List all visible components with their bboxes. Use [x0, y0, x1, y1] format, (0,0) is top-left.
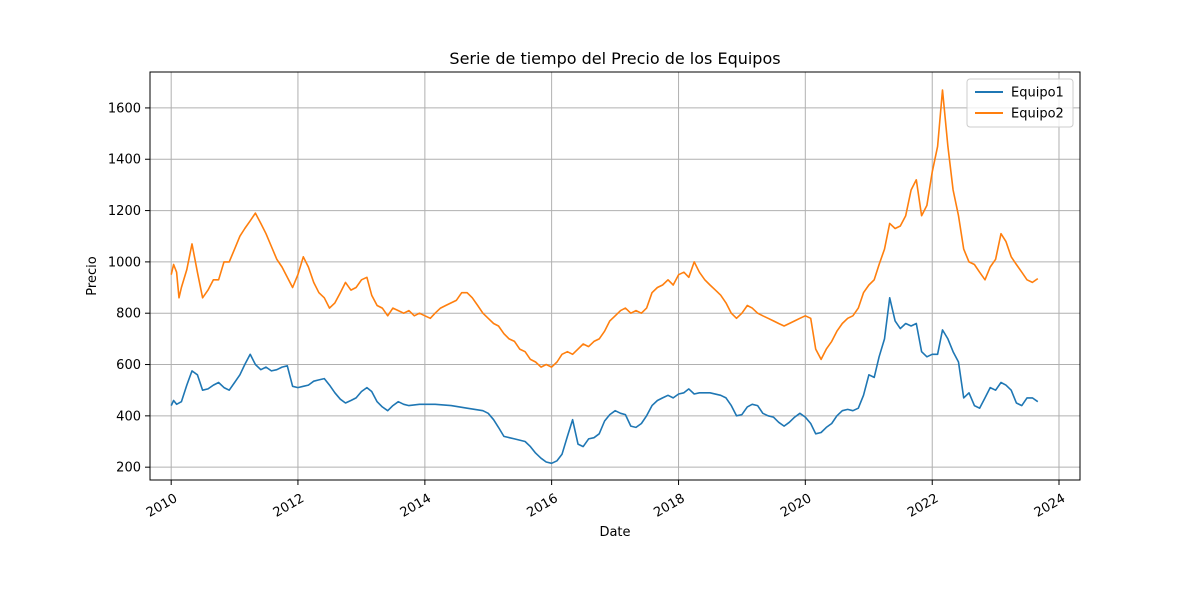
series-layer — [170, 89, 1039, 465]
y-tick-label: 1000 — [108, 255, 141, 270]
y-tick-label: 1600 — [108, 101, 141, 116]
chart-title: Serie de tiempo del Precio de los Equipo… — [449, 49, 780, 68]
y-axis-ticks: 200 400 600 800 1000 1200 1400 1600 — [108, 101, 150, 476]
y-tick-label: 400 — [116, 409, 141, 424]
series-line-equipo1 — [170, 297, 1039, 465]
grid-layer — [150, 72, 1080, 480]
legend-label-equipo1: Equipo1 — [1011, 86, 1064, 101]
series-line-equipo2 — [170, 89, 1039, 368]
y-tick-label: 600 — [116, 358, 141, 373]
plot-area-frame — [149, 71, 1081, 481]
y-tick-label: 1200 — [108, 204, 141, 219]
x-axis-label: Date — [599, 525, 630, 540]
legend: Equipo1 Equipo2 — [966, 78, 1074, 128]
y-tick-label: 200 — [116, 461, 141, 476]
y-tick-label: 1400 — [108, 153, 141, 168]
y-tick-label: 800 — [116, 307, 141, 322]
y-axis-label: Precio — [85, 256, 100, 295]
legend-label-equipo2: Equipo2 — [1011, 107, 1064, 122]
